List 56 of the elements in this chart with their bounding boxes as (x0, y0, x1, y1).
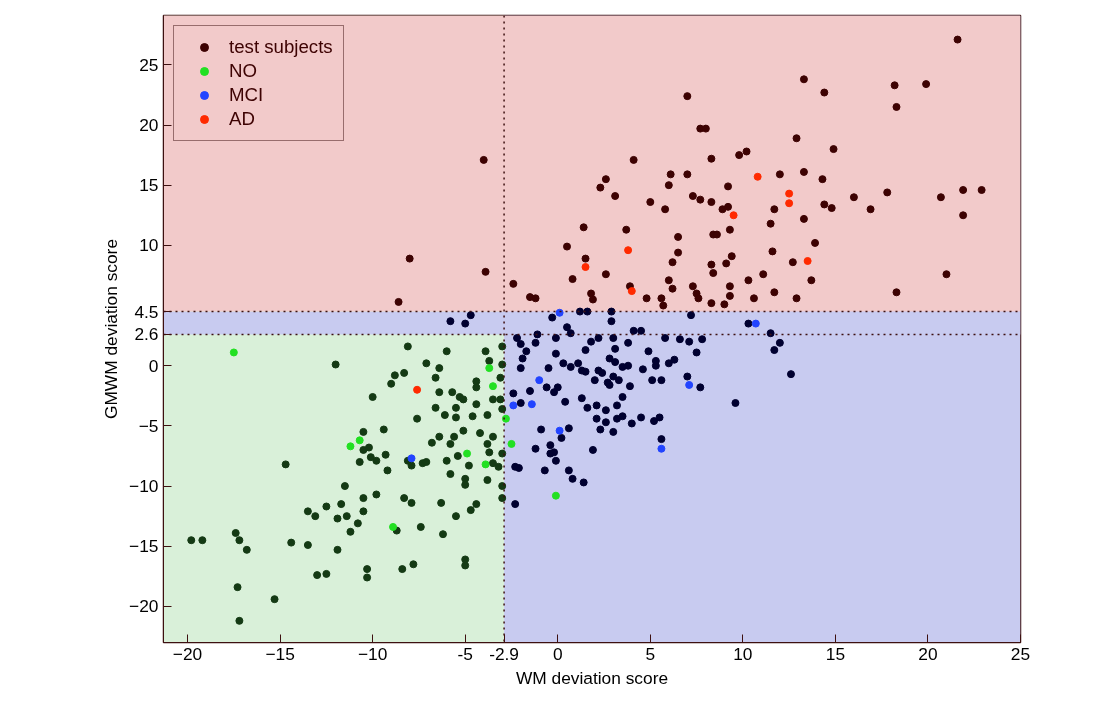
y-axis-title: GMWM deviation score (101, 238, 122, 420)
y-tick-label: 4.5 (134, 301, 159, 322)
point (555, 426, 564, 435)
point (355, 436, 364, 445)
x-tick-label: −15 (265, 643, 295, 664)
point (463, 449, 472, 458)
x-tick-label: −20 (172, 643, 203, 664)
point (507, 439, 516, 448)
point (535, 376, 544, 385)
point (581, 263, 590, 272)
point (751, 319, 760, 328)
point (346, 442, 355, 451)
point (803, 257, 812, 265)
point (753, 172, 762, 181)
point (229, 348, 238, 357)
x-tick-label: -2.9 (489, 643, 520, 664)
x-tick-label: 0 (552, 643, 563, 664)
point (627, 287, 636, 296)
x-tick-label: 25 (1010, 643, 1031, 664)
legend-label: MCI (229, 84, 264, 106)
y-tick-label: 0 (148, 355, 159, 376)
point (488, 382, 497, 391)
y-tick-label: −20 (129, 596, 159, 617)
point (509, 401, 518, 410)
legend-label: NO (229, 60, 257, 82)
x-tick-label: -5 (457, 643, 473, 664)
point (481, 460, 490, 469)
x-tick-label: 5 (645, 643, 656, 664)
x-tick-label: 20 (918, 643, 938, 664)
x-axis-title: WM deviation score (515, 667, 669, 688)
point (551, 491, 560, 500)
point (407, 454, 416, 463)
legend-label: test subjects (229, 36, 333, 58)
x-tick-label: 10 (733, 643, 753, 664)
point (657, 444, 666, 453)
point (389, 522, 398, 531)
x-tick-label: −10 (357, 643, 388, 664)
point (685, 380, 694, 389)
y-tick-label: 2.6 (134, 324, 159, 345)
y-tick-label: 10 (139, 235, 159, 256)
point (555, 308, 564, 317)
point (527, 400, 536, 409)
y-tick-label: 20 (139, 115, 159, 136)
x-tick-label: 15 (825, 643, 846, 664)
point (785, 199, 794, 208)
point (729, 211, 738, 220)
point (413, 385, 422, 394)
y-tick-label: −5 (138, 415, 159, 436)
point (785, 189, 794, 198)
legend-label: AD (229, 108, 255, 130)
y-tick-label: −15 (129, 536, 159, 557)
point (485, 364, 494, 373)
y-tick-label: 15 (139, 175, 159, 196)
y-tick-label: 25 (139, 54, 159, 75)
y-tick-label: −10 (129, 476, 159, 497)
point (624, 246, 633, 255)
